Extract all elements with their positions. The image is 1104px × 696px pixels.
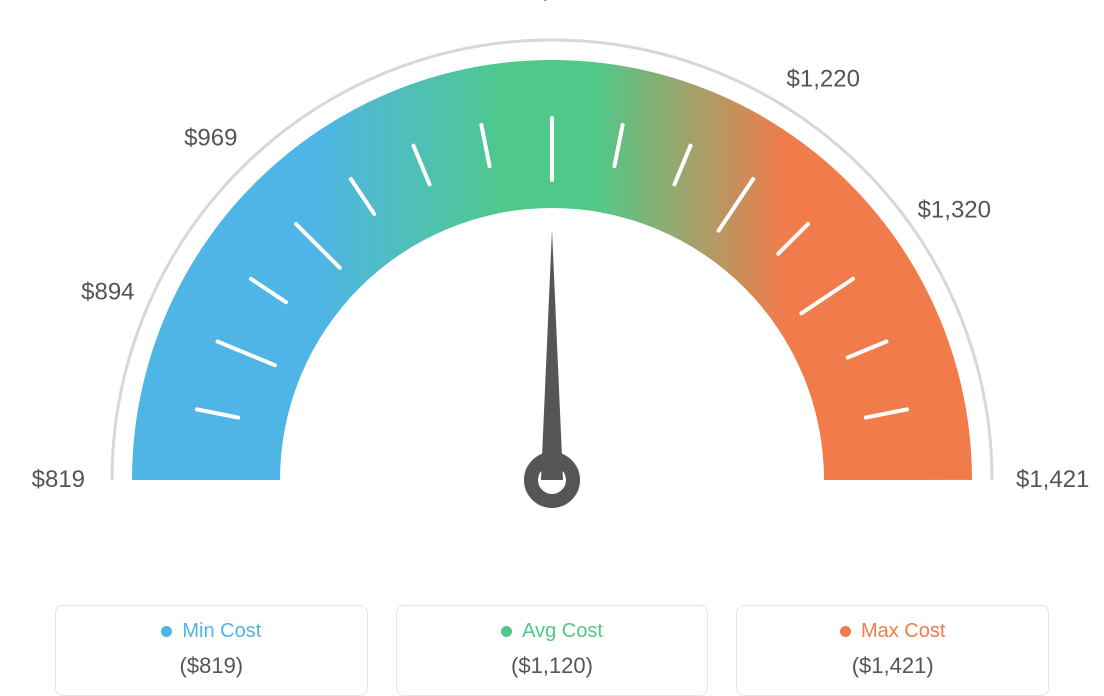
gauge-tick-label: $819 [32, 466, 85, 494]
gauge-needle [531, 230, 573, 501]
avg-cost-card: Avg Cost ($1,120) [396, 605, 709, 696]
avg-cost-title: Avg Cost [522, 620, 603, 643]
min-cost-title: Min Cost [182, 620, 261, 643]
max-cost-value: ($1,421) [747, 653, 1038, 679]
max-dot-icon [840, 626, 851, 637]
gauge-tick-label: $1,120 [515, 0, 588, 5]
gauge-tick-label: $1,220 [787, 65, 860, 93]
gauge-tick-label: $1,320 [918, 196, 991, 224]
min-cost-value: ($819) [66, 653, 357, 679]
max-cost-card: Max Cost ($1,421) [736, 605, 1049, 696]
min-cost-card: Min Cost ($819) [55, 605, 368, 696]
gauge-tick-label: $969 [184, 125, 237, 153]
min-dot-icon [161, 626, 172, 637]
avg-dot-icon [501, 626, 512, 637]
summary-row: Min Cost ($819) Avg Cost ($1,120) Max Co… [55, 605, 1049, 696]
gauge-tick-label: $1,421 [1016, 466, 1089, 494]
gauge-tick-label: $894 [81, 279, 134, 307]
gauge-chart: $819$894$969$1,120$1,220$1,320$1,421 [0, 20, 1104, 580]
gauge-svg [0, 20, 1104, 580]
max-cost-title: Max Cost [861, 620, 945, 643]
avg-cost-value: ($1,120) [407, 653, 698, 679]
